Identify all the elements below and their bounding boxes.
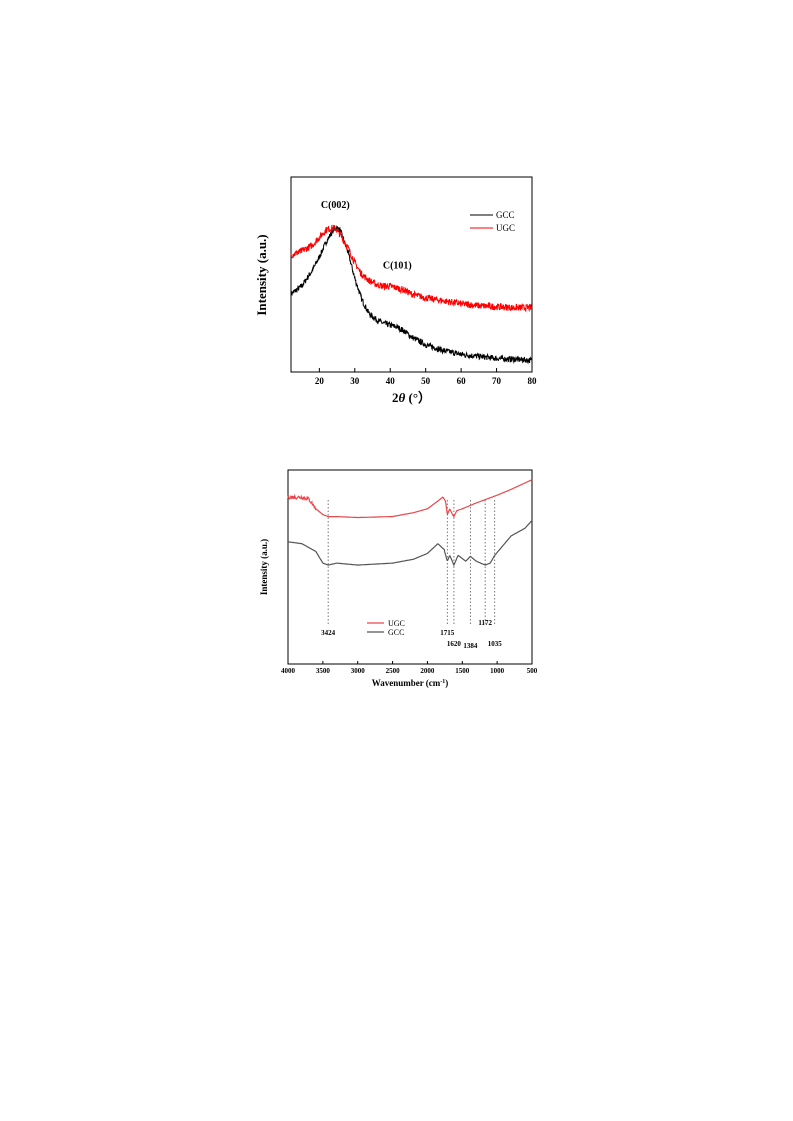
ftir-x-tick-label: 3500 [316,667,331,675]
xrd-x-tick-label: 70 [492,376,502,386]
ftir-series-gcc [288,520,533,567]
ftir-peak-label: 1715 [440,629,455,637]
ftir-x-label-end: ) [445,678,448,688]
ftir-series-ugc [287,479,533,519]
xrd-x-tick-label: 20 [315,376,325,386]
xrd-x-label-italic: θ [398,390,405,405]
xrd-x-tick-label: 30 [350,376,360,386]
ftir-peak-label: 1172 [478,619,492,627]
ftir-peak-label: 1384 [463,642,478,650]
ftir-x-tick-label: 4000 [281,667,296,675]
ftir-x-tick-label: 1500 [455,667,470,675]
xrd-x-axis-label: 2θ (°） [392,390,431,405]
ftir-legend-label-ugc: UGC [388,619,405,628]
ftir-x-axis-label: Wavenumber (cm-1) [372,678,449,688]
ftir-peak-label: 1035 [488,640,503,648]
ftir-x-tick-label: 2500 [386,667,401,675]
xrd-annotation: C(002) [321,200,350,211]
ftir-plot-frame [287,469,533,665]
xrd-legend-label-gcc: GCC [496,210,515,220]
ftir-x-tick-label: 1000 [490,667,505,675]
ftir-x-tick-label: 2000 [420,667,435,675]
xrd-x-tick-label: 50 [421,376,431,386]
xrd-x-tick-label: 80 [528,376,538,386]
ftir-peak-label: 1620 [447,640,462,648]
ftir-x-label-sup: -1 [440,679,445,685]
xrd-x-label-unit: (°） [405,390,431,405]
xrd-annotation: C(101) [383,261,412,272]
ftir-x-label-main: Wavenumber (cm [372,678,441,688]
ftir-legend-label-gcc: GCC [388,628,404,637]
xrd-plot: 20 30 40 50 60 70 80 GCC UGC C(002) C(101) Intensit… [254,176,538,405]
xrd-x-tick-label: 40 [386,376,396,386]
xrd-plot-frame [290,176,533,373]
ftir-x-tick-label: 500 [527,667,538,675]
ftir-y-axis-label: Intensity (a.u.) [259,539,269,595]
xrd-x-label-main: 2 [392,390,399,405]
ftir-peak-label: 3424 [321,629,336,637]
xrd-series-gcc [290,225,533,365]
xrd-x-tick-label: 60 [457,376,467,386]
xrd-legend-label-ugc: UGC [496,223,515,233]
xrd-y-axis-label: Intensity (a.u.) [254,234,269,315]
xrd-series-ugc [290,224,533,313]
ftir-x-tick-label: 3000 [351,667,366,675]
